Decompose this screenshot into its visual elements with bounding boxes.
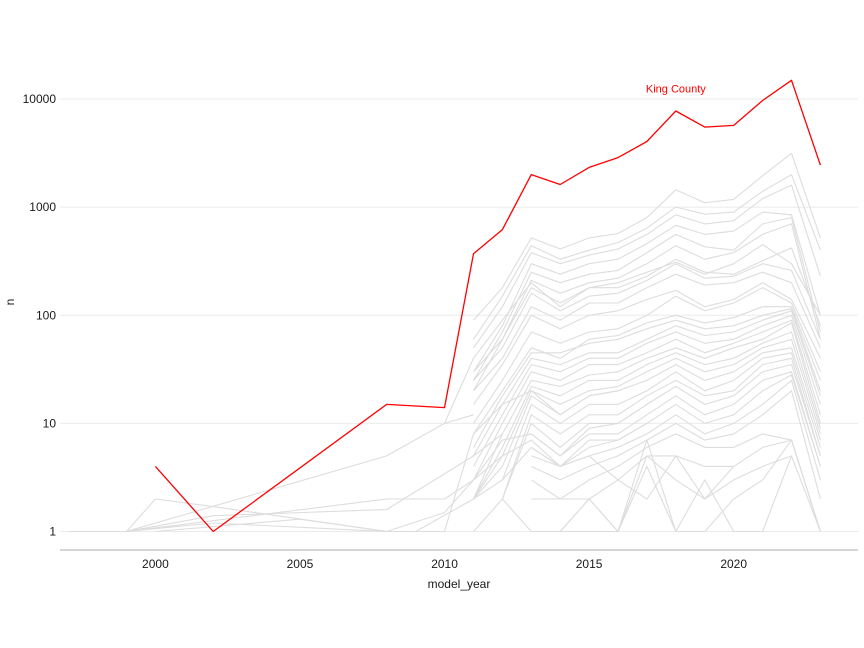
x-tick-label: 2000	[142, 557, 169, 571]
background-series-line	[473, 211, 821, 373]
background-series-line	[473, 308, 821, 448]
background-series-line	[473, 174, 821, 340]
y-tick-label: 1000	[29, 200, 56, 214]
background-series-line	[473, 152, 821, 321]
background-series-line	[473, 331, 821, 500]
background-series-line	[473, 271, 821, 392]
background-series-line	[126, 403, 648, 533]
background-series-line	[501, 364, 821, 500]
background-series-line	[530, 433, 821, 532]
grid-lines	[60, 98, 858, 533]
highlight-series-group	[154, 79, 822, 533]
y-axis-title: n	[3, 299, 17, 306]
annotation-label: King County	[646, 84, 706, 96]
background-series-line	[473, 263, 821, 381]
background-series-line	[560, 439, 821, 533]
king-county-series-line	[154, 79, 822, 533]
x-tick-label: 2010	[431, 557, 458, 571]
background-series-line	[530, 374, 821, 467]
background-series-line	[126, 390, 619, 533]
x-tick-label: 2005	[287, 557, 314, 571]
x-tick-label: 2015	[576, 557, 603, 571]
background-series-line	[126, 433, 503, 533]
y-tick-label: 1	[49, 525, 56, 539]
x-axis-ticks: 2000 2005 2010 2015 2020	[142, 557, 747, 571]
background-series-line	[473, 282, 821, 405]
x-tick-label: 2020	[720, 557, 747, 571]
background-series-line	[126, 422, 648, 533]
background-series-line	[473, 184, 821, 349]
background-series-line	[531, 390, 821, 500]
y-tick-label: 10000	[23, 92, 57, 106]
background-series-line	[473, 347, 821, 500]
background-series-line	[473, 306, 821, 435]
background-series-line	[501, 352, 821, 481]
y-tick-label: 100	[36, 308, 56, 322]
background-series-line	[473, 319, 821, 481]
background-series-line	[473, 223, 821, 392]
background-series-line	[443, 244, 821, 424]
background-series-line	[472, 322, 821, 500]
background-series-line	[68, 414, 474, 533]
background-series-line	[473, 287, 821, 424]
y-axis-ticks: 1 10 100 1000 10000	[23, 92, 57, 538]
background-series-line	[473, 310, 821, 457]
x-axis-title: model_year	[428, 577, 491, 591]
background-series-line	[530, 371, 821, 467]
background-series-line	[155, 439, 735, 533]
background-series-group	[68, 152, 821, 533]
background-series-line	[473, 314, 821, 467]
background-series-line	[473, 439, 821, 533]
background-series-line	[501, 357, 821, 500]
background-series-line	[473, 247, 821, 373]
y-tick-label: 10	[43, 416, 57, 430]
background-series-line	[473, 217, 821, 381]
